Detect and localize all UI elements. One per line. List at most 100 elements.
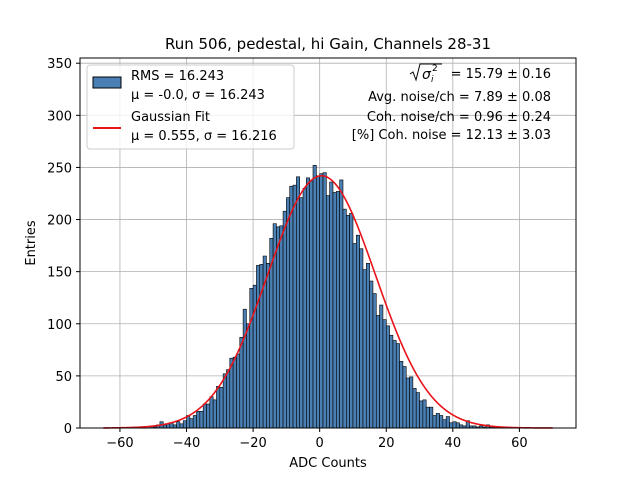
- histogram-bar: [382, 319, 387, 429]
- sigma-subscript: i: [431, 75, 434, 85]
- histogram-bar: [429, 406, 434, 429]
- chart-title: Run 506, pedestal, hi Gain, Channels 28-…: [165, 35, 491, 53]
- histogram-bar: [296, 176, 301, 429]
- y-tick-label: 200: [47, 214, 72, 229]
- sqrt-sigma-symbol: σ i 2: [409, 63, 442, 85]
- y-axis-ticks: 0 50 100 150 200 250 300 350: [47, 57, 80, 437]
- histogram-bar: [439, 415, 444, 429]
- y-tick-label: 50: [55, 370, 72, 385]
- histogram-bar: [226, 369, 231, 429]
- histogram-bar: [212, 399, 217, 429]
- histogram-bar: [176, 421, 181, 429]
- histogram-bar: [405, 377, 410, 429]
- histogram-bar: [196, 411, 201, 429]
- histogram-bar: [206, 403, 211, 429]
- histogram-bar: [246, 323, 251, 429]
- legend-histogram-label: RMS = 16.243: [131, 69, 224, 84]
- histogram-bar: [362, 269, 367, 429]
- legend: RMS = 16.243 μ = -0.0, σ = 16.243 Gaussi…: [86, 64, 295, 150]
- histogram-bar: [452, 421, 457, 429]
- y-tick-label: 300: [47, 109, 72, 124]
- histogram-bar: [202, 403, 207, 429]
- histogram-bar: [276, 226, 281, 429]
- histogram-bar: [392, 340, 397, 429]
- stat-coh-noise-percent: [%] Coh. noise = 12.13 ± 3.03: [352, 128, 551, 143]
- histogram-bar: [359, 248, 364, 429]
- histogram-bar: [236, 353, 241, 429]
- histogram-bar: [282, 210, 287, 429]
- histogram-bar: [279, 225, 284, 429]
- histogram-bar: [395, 343, 400, 429]
- histogram-bar: [369, 280, 374, 429]
- histogram-bar: [346, 215, 350, 429]
- histogram-bar: [415, 392, 420, 429]
- histogram-bar: [326, 195, 330, 429]
- legend-fit-stats: μ = 0.555, σ = 16.216: [131, 129, 277, 144]
- legend-box: [86, 64, 295, 150]
- histogram-bar: [222, 373, 227, 429]
- histogram-bar: [339, 179, 344, 429]
- histogram-bar: [435, 413, 440, 429]
- sqrt-radical: [409, 63, 442, 82]
- histogram-bar: [455, 422, 460, 429]
- y-tick-label: 0: [64, 422, 72, 437]
- histogram-bar: [199, 411, 204, 429]
- histogram-bar: [389, 334, 394, 429]
- x-axis-label: ADC Counts: [289, 456, 367, 471]
- x-tick-label: 0: [316, 436, 324, 451]
- x-tick-label: 40: [445, 436, 462, 451]
- y-tick-label: 250: [47, 161, 72, 176]
- histogram-bar: [385, 325, 390, 429]
- histogram-bar: [329, 181, 334, 429]
- histogram-bar: [442, 419, 447, 429]
- y-tick-label: 100: [47, 318, 72, 333]
- y-tick-label: 150: [47, 266, 72, 281]
- histogram-bar: [249, 288, 254, 429]
- histogram-bar: [445, 416, 450, 429]
- histogram-bar: [242, 308, 247, 429]
- histogram-bar: [449, 422, 454, 429]
- histogram-bar: [219, 387, 224, 429]
- x-axis-ticks: −60 −40 −20 0 20 40 60: [106, 428, 528, 451]
- histogram-bar: [256, 265, 261, 429]
- histogram-bar: [209, 396, 214, 429]
- histogram-bar: [319, 173, 324, 429]
- histogram-bar: [309, 180, 314, 429]
- histogram-bar: [409, 376, 414, 429]
- histogram-bar: [342, 208, 347, 429]
- histogram-bar: [299, 197, 304, 429]
- legend-histogram-swatch: [92, 76, 122, 89]
- histogram-bar: [216, 386, 221, 429]
- histogram-bar: [302, 187, 307, 429]
- histogram-bar: [419, 400, 424, 429]
- sigma-symbol: σ: [422, 67, 432, 83]
- histogram-bar: [365, 263, 370, 429]
- histogram-bar: [289, 185, 294, 429]
- histogram-bar: [372, 293, 377, 429]
- histogram-bar: [192, 415, 197, 429]
- y-axis-label: Entries: [24, 220, 39, 266]
- x-tick-label: 20: [378, 436, 395, 451]
- histogram-bar: [306, 177, 310, 429]
- plot-frame: [79, 57, 577, 429]
- histogram-bar: [336, 191, 340, 429]
- histogram-bar: [266, 263, 271, 429]
- histogram-bar: [352, 243, 357, 429]
- sigma-superscript: 2: [432, 64, 438, 74]
- histogram-bar: [375, 315, 380, 429]
- histogram-bar: [286, 197, 291, 429]
- x-tick-label: −20: [239, 436, 266, 451]
- histogram-bar: [355, 234, 360, 429]
- histogram-bar: [332, 192, 337, 429]
- histogram-bar: [322, 172, 327, 429]
- histogram-bar: [422, 399, 427, 429]
- stats-annotations: σ i 2 = 15.79 ± 0.16 Avg. noise/ch = 7.8…: [352, 63, 551, 143]
- histogram-bar: [179, 423, 184, 429]
- histogram-bar: [379, 304, 384, 429]
- x-tick-label: −40: [173, 436, 200, 451]
- histogram-bar: [292, 184, 297, 429]
- histogram-bar: [432, 415, 437, 429]
- histogram-bar: [349, 212, 354, 429]
- histogram-bar: [425, 406, 430, 429]
